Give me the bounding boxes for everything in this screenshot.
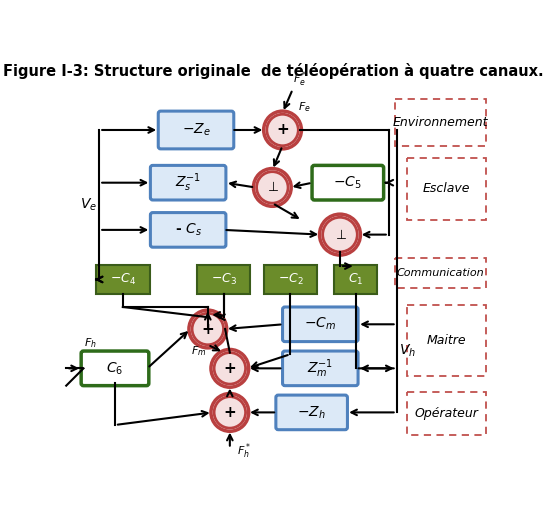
Text: $-C_3$: $-C_3$ [211, 272, 237, 287]
Text: - $C_s$: - $C_s$ [174, 222, 202, 238]
Text: $-C_4$: $-C_4$ [110, 272, 136, 287]
Circle shape [319, 214, 360, 255]
FancyBboxPatch shape [197, 265, 251, 294]
Text: Environnement: Environnement [393, 116, 488, 128]
Text: $-C_5$: $-C_5$ [334, 175, 362, 191]
Circle shape [253, 168, 291, 206]
Circle shape [323, 218, 357, 252]
Text: Figure I-3: Structure originale  de téléopération à quatre canaux.: Figure I-3: Structure originale de téléo… [3, 63, 544, 79]
FancyBboxPatch shape [276, 395, 347, 430]
FancyBboxPatch shape [81, 351, 149, 386]
Text: $F_e^*$: $F_e^*$ [293, 69, 307, 89]
Circle shape [211, 350, 249, 387]
Text: $-Z_h$: $-Z_h$ [298, 404, 326, 421]
Circle shape [257, 171, 288, 203]
FancyBboxPatch shape [158, 111, 234, 149]
Circle shape [211, 394, 249, 431]
Bar [395, 258, 486, 288]
Text: $\bot$: $\bot$ [265, 180, 280, 194]
FancyBboxPatch shape [283, 351, 358, 386]
FancyBboxPatch shape [312, 165, 383, 200]
Circle shape [214, 353, 246, 384]
Circle shape [264, 111, 301, 149]
Text: $F_m$: $F_m$ [190, 344, 206, 358]
Bar [407, 306, 486, 376]
Text: $C_6$: $C_6$ [107, 360, 124, 377]
Text: $Z_s^{-1}$: $Z_s^{-1}$ [175, 171, 201, 194]
Text: +: + [224, 361, 236, 376]
FancyBboxPatch shape [96, 265, 149, 294]
Text: +: + [276, 122, 289, 137]
FancyBboxPatch shape [264, 265, 317, 294]
Circle shape [214, 397, 246, 428]
Text: $F_h$: $F_h$ [84, 336, 96, 350]
Text: Maitre: Maitre [426, 334, 466, 347]
Text: Communication: Communication [397, 268, 484, 278]
FancyBboxPatch shape [150, 212, 226, 247]
Text: $-C_2$: $-C_2$ [277, 272, 304, 287]
Text: +: + [224, 405, 236, 420]
Text: $\bot$: $\bot$ [333, 227, 347, 241]
Circle shape [192, 313, 224, 345]
Text: $-Z_e$: $-Z_e$ [182, 122, 211, 138]
Circle shape [189, 310, 226, 348]
Text: $C_1$: $C_1$ [348, 272, 363, 287]
Text: +: + [201, 322, 214, 337]
Text: $- C_m$: $- C_m$ [304, 316, 336, 333]
Circle shape [267, 114, 298, 146]
Text: Opérateur: Opérateur [414, 407, 478, 420]
Text: $V_h$: $V_h$ [399, 342, 416, 358]
Bar [407, 157, 486, 221]
Text: $F_h^*$: $F_h^*$ [237, 442, 251, 461]
Bar [407, 392, 486, 435]
Text: Esclave: Esclave [422, 182, 470, 195]
Bar [395, 98, 486, 146]
FancyBboxPatch shape [150, 165, 226, 200]
Text: $V_e$: $V_e$ [80, 197, 97, 213]
FancyBboxPatch shape [283, 307, 358, 341]
Text: $F_e$: $F_e$ [298, 100, 311, 114]
FancyBboxPatch shape [334, 265, 377, 294]
Text: $Z_m^{-1}$: $Z_m^{-1}$ [307, 357, 333, 380]
